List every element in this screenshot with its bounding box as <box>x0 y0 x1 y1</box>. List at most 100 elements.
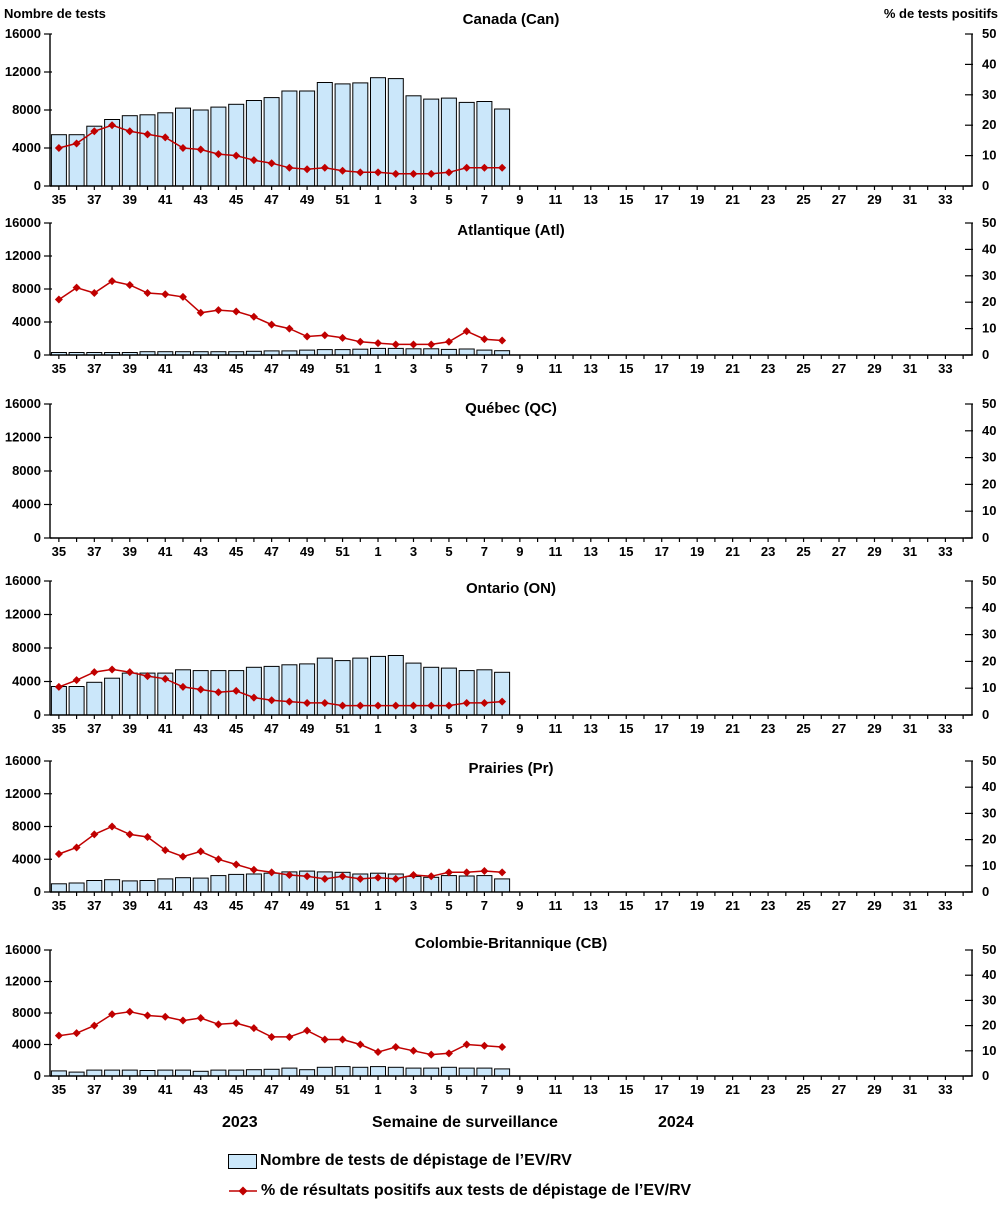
x-tick-label: 19 <box>690 898 704 913</box>
pct-positive-marker <box>90 830 99 839</box>
panel-title-quebec: Québec (QC) <box>465 400 557 417</box>
x-tick-label: 23 <box>761 361 775 376</box>
right-tick-label: 10 <box>982 680 996 695</box>
x-tick-label: 7 <box>481 192 488 207</box>
x-tick-label: 21 <box>725 1082 739 1097</box>
pct-positive-marker <box>444 1049 453 1058</box>
right-tick-label: 20 <box>982 294 996 309</box>
x-tick-label: 9 <box>516 1082 523 1097</box>
right-tick-label: 50 <box>982 396 996 411</box>
pct-positive-marker <box>391 1043 400 1052</box>
pct-positive-marker <box>249 865 258 874</box>
x-tick-label: 35 <box>52 898 66 913</box>
x-tick-label: 9 <box>516 361 523 376</box>
tests-bar <box>50 134 67 187</box>
tests-bar <box>476 669 493 716</box>
pct-positive-marker <box>356 701 365 710</box>
x-tick-label: 45 <box>229 192 243 207</box>
right-tick-label: 0 <box>982 530 989 545</box>
x-tick-label: 45 <box>229 1082 243 1097</box>
pct-positive-marker <box>462 1040 471 1049</box>
left-tick-label: 12000 <box>5 430 41 445</box>
pct-positive-marker <box>125 668 134 677</box>
right-tick-label: 30 <box>982 627 996 642</box>
tests-bar <box>245 1069 262 1077</box>
left-tick-label: 12000 <box>5 607 41 622</box>
pct-positive-marker <box>214 688 223 697</box>
x-tick-label: 35 <box>52 544 66 559</box>
tests-bar <box>104 677 121 716</box>
x-tick-label: 41 <box>158 721 172 736</box>
pct-positive-marker <box>356 874 365 883</box>
x-tick-label: 39 <box>123 361 137 376</box>
tests-bar <box>281 1067 298 1077</box>
x-tick-label: 5 <box>445 898 452 913</box>
legend-tests-label: Nombre de tests de dépistage de l’EV/RV <box>260 1152 572 1169</box>
pct-positive-marker <box>427 169 436 178</box>
x-tick-label: 37 <box>87 898 101 913</box>
right-tick-label: 10 <box>982 503 996 518</box>
x-tick-label: 47 <box>264 361 278 376</box>
tests-bar <box>157 112 174 187</box>
pct-positive-marker <box>54 144 63 152</box>
pct-positive-marker <box>267 320 276 329</box>
x-tick-label: 27 <box>832 361 846 376</box>
x-tick-label: 13 <box>584 544 598 559</box>
right-tick-label: 50 <box>982 753 996 768</box>
pct-positive-marker <box>462 163 471 172</box>
pct-positive-marker <box>143 672 152 681</box>
x-tick-label: 47 <box>264 1082 278 1097</box>
tests-bar <box>299 1069 316 1077</box>
pct-positive-marker <box>320 874 329 883</box>
pct-positive-marker <box>214 150 223 159</box>
x-tick-label: 21 <box>725 721 739 736</box>
x-tick-label: 17 <box>654 1082 668 1097</box>
pct-positive-marker <box>178 144 187 152</box>
x-tick-label: 25 <box>796 361 810 376</box>
x-tick-label: 5 <box>445 544 452 559</box>
x-tick-label: 29 <box>867 192 881 207</box>
x-tick-label: 1 <box>374 361 381 376</box>
x-tick-label: 5 <box>445 721 452 736</box>
x-tick-label: 47 <box>264 898 278 913</box>
right-tick-label: 50 <box>982 942 996 957</box>
pct-positive-marker <box>427 1050 436 1059</box>
tests-bar <box>121 1069 138 1077</box>
pct-positive-marker <box>356 168 365 177</box>
pct-positive-marker <box>391 701 400 710</box>
right-tick-label: 40 <box>982 423 996 438</box>
tests-bar <box>440 348 457 356</box>
x-tick-label: 9 <box>516 544 523 559</box>
x-tick-label: 49 <box>300 721 314 736</box>
pct-positive-marker <box>480 335 489 344</box>
legend: Nombre de tests de dépistage de l’EV/RV … <box>228 1152 691 1212</box>
x-tick-label: 35 <box>52 361 66 376</box>
pct-positive-marker <box>391 874 400 883</box>
x-tick-label: 5 <box>445 192 452 207</box>
pct-positive-marker <box>196 685 205 694</box>
x-tick-label: 41 <box>158 544 172 559</box>
x-axis-footer: 2023 Semaine de surveillance 2024 <box>0 1104 1002 1144</box>
x-tick-label: 35 <box>52 192 66 207</box>
pct-positive-marker <box>54 295 63 304</box>
x-tick-label: 27 <box>832 898 846 913</box>
pct-positive-marker <box>72 139 81 148</box>
left-tick-label: 4000 <box>12 1037 41 1052</box>
tests-bar <box>494 878 511 893</box>
x-tick-label: 25 <box>796 898 810 913</box>
x-tick-label: 25 <box>796 1082 810 1097</box>
tests-bar <box>139 1070 156 1077</box>
x-tick-label: 19 <box>690 361 704 376</box>
pct-positive-marker <box>303 1026 312 1035</box>
pct-positive-marker <box>90 1021 99 1030</box>
x-tick-label: 49 <box>300 192 314 207</box>
pct-positive-marker <box>249 156 258 165</box>
x-tick-label: 51 <box>335 544 349 559</box>
left-tick-label: 16000 <box>5 215 41 230</box>
tests-bar <box>192 877 209 893</box>
pct-positive-marker <box>374 168 383 177</box>
left-tick-label: 12000 <box>5 974 41 989</box>
pct-positive-marker <box>374 339 383 348</box>
